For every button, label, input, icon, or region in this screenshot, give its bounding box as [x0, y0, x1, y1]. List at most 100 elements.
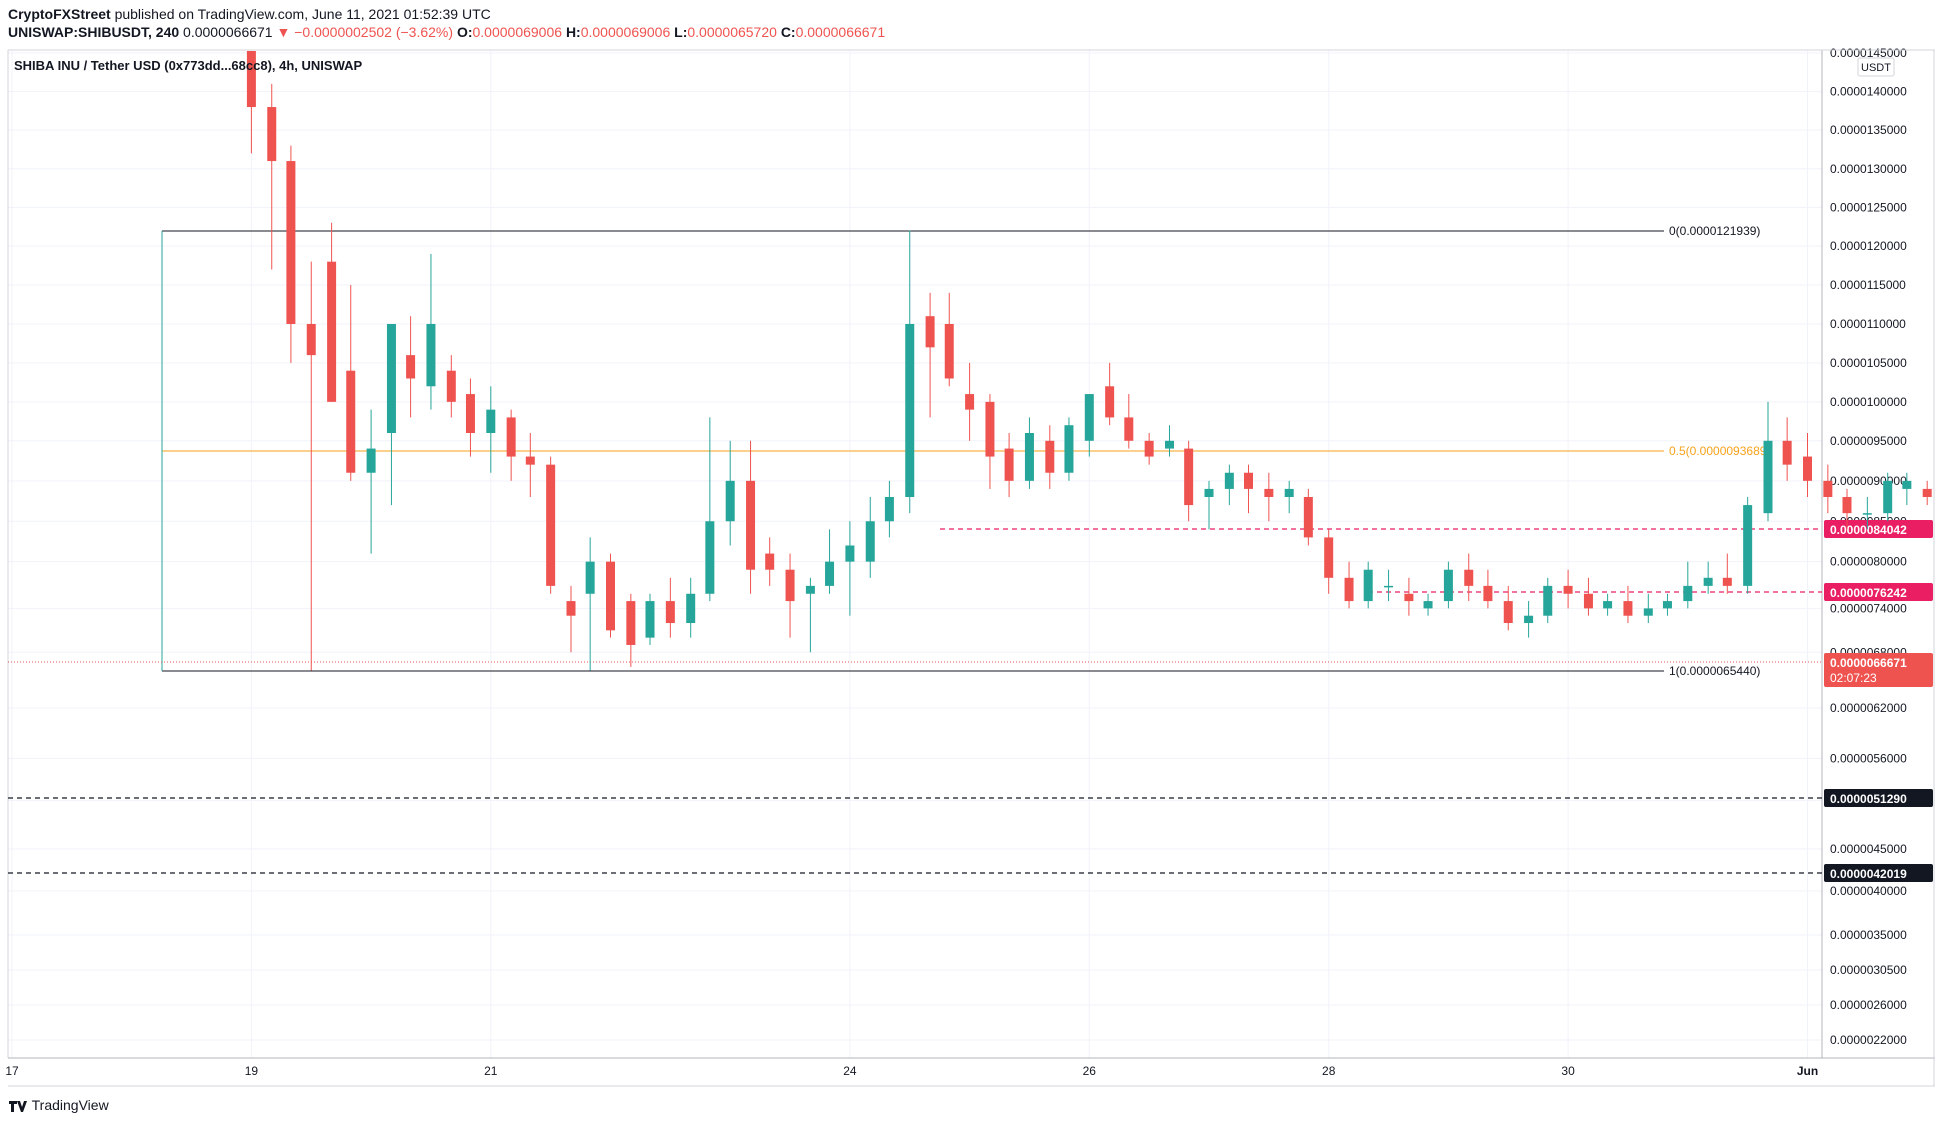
- y-tick-label: 0.0000135000: [1830, 123, 1907, 137]
- candle-body: [1803, 456, 1812, 481]
- tradingview-footer[interactable]: TradingView: [8, 1097, 109, 1114]
- candle-body: [1643, 608, 1653, 616]
- fib-level-label: 0(0.0000121939): [1669, 224, 1760, 238]
- candle-body: [1024, 433, 1034, 481]
- y-tick-label: 0.0000120000: [1830, 239, 1907, 253]
- candle-body: [865, 521, 875, 562]
- candle-body: [1324, 537, 1334, 578]
- y-tick-label: 0.0000105000: [1830, 356, 1907, 370]
- currency-label: USDT: [1861, 62, 1891, 74]
- last-price-label: 0.0000066671: [1830, 656, 1907, 670]
- publish-line: CryptoFXStreet published on TradingView.…: [8, 6, 491, 22]
- candle-body: [246, 51, 256, 108]
- price-change: −0.0000002502 (−3.62%): [294, 24, 454, 40]
- candle-body: [1722, 577, 1732, 586]
- candle-body: [1543, 585, 1553, 616]
- candle-body: [1404, 593, 1414, 602]
- candle-body: [1483, 585, 1493, 602]
- candle-body: [446, 370, 456, 402]
- y-tick-label: 0.0000022000: [1830, 1033, 1907, 1047]
- candle-body: [1503, 601, 1513, 624]
- candle-body: [925, 316, 935, 348]
- candle-body: [346, 370, 356, 473]
- candle-body: [1423, 601, 1433, 609]
- y-tick-label: 0.0000030500: [1830, 963, 1907, 977]
- countdown-label: 02:07:23: [1830, 671, 1877, 685]
- low-label: L:: [674, 24, 688, 40]
- candle-body: [1045, 440, 1055, 473]
- y-tick-label: 0.0000115000: [1830, 278, 1906, 292]
- footer-brand: TradingView: [31, 1097, 109, 1113]
- candle-body: [1763, 440, 1773, 514]
- candle-body: [1144, 440, 1154, 457]
- candle-body: [825, 561, 835, 586]
- y-tick-label: 0.0000026000: [1830, 998, 1907, 1012]
- y-tick-label: 0.0000062000: [1830, 701, 1907, 715]
- candle-body: [465, 394, 475, 434]
- price-axis-bg: [1822, 50, 1935, 1058]
- publisher-name[interactable]: CryptoFXStreet: [8, 6, 111, 22]
- close-value: 0.0000066671: [795, 24, 886, 40]
- candle-body: [905, 323, 915, 497]
- candle-body: [765, 553, 775, 570]
- candle-body: [884, 496, 894, 522]
- tradingview-logo-icon: [9, 1101, 27, 1113]
- candle-body: [525, 456, 535, 465]
- x-tick-label: 30: [1561, 1064, 1575, 1078]
- candle-body: [1303, 496, 1313, 538]
- level-price-label: 0.0000076242: [1830, 586, 1907, 600]
- level-price-label: 0.0000084042: [1830, 523, 1907, 537]
- candle-body: [1105, 386, 1115, 418]
- candle-body: [1064, 425, 1074, 473]
- candle-body: [725, 480, 735, 522]
- candle-body: [1563, 585, 1573, 594]
- candle-body: [366, 448, 376, 473]
- open-label: O:: [456, 24, 473, 40]
- candle-body: [626, 601, 636, 645]
- fib-level-label: 0.5(0.0000093689): [1669, 444, 1770, 458]
- candle-body: [965, 394, 975, 410]
- candle-body: [506, 417, 516, 457]
- level-price-tag: [1824, 583, 1933, 601]
- y-tick-label: 0.0000100000: [1830, 395, 1907, 409]
- candle-body: [1922, 488, 1932, 497]
- y-tick-label: 0.0000125000: [1830, 200, 1907, 214]
- candle-body: [705, 521, 715, 594]
- candle-body: [1862, 513, 1872, 515]
- candle-body: [845, 545, 855, 562]
- level-price-tag: [1824, 520, 1933, 538]
- y-tick-label: 0.0000140000: [1830, 85, 1907, 99]
- candle-body: [1004, 448, 1014, 481]
- symbol-label[interactable]: UNISWAP:SHIBUSDT, 240: [8, 24, 180, 40]
- candle-body: [1244, 472, 1254, 489]
- candle-body: [1623, 601, 1633, 616]
- candle-body: [686, 593, 696, 624]
- y-tick-label: 0.0000056000: [1830, 751, 1907, 765]
- published-text: published on TradingView.com, June 11, 2…: [114, 6, 491, 22]
- last-price: 0.0000066671: [183, 24, 273, 40]
- y-tick-label: 0.0000110000: [1830, 317, 1906, 331]
- last-price-tag: [1824, 652, 1933, 687]
- candle-body: [1204, 488, 1214, 497]
- candle-body: [1842, 496, 1852, 514]
- candle-body: [267, 107, 277, 162]
- candle-body: [1363, 569, 1373, 602]
- candle-body: [665, 601, 675, 624]
- currency-box: [1857, 57, 1895, 77]
- candle-body: [286, 161, 296, 324]
- close-label: C:: [780, 24, 796, 40]
- y-tick-label: 0.0000040000: [1830, 884, 1907, 898]
- candle-body: [426, 323, 436, 387]
- y-tick-label: 0.0000080000: [1830, 555, 1907, 569]
- candle-body: [1384, 585, 1394, 588]
- level-price-label: 0.0000042019: [1830, 867, 1907, 881]
- candle-body: [1224, 472, 1234, 489]
- candle-body: [386, 323, 396, 434]
- symbol-ohlc-line: UNISWAP:SHIBUSDT, 240 0.0000066671 ▼ −0.…: [8, 24, 885, 40]
- candle-body: [1583, 593, 1593, 609]
- candle-body: [1524, 615, 1534, 624]
- candle-body: [1743, 505, 1753, 586]
- candle-body: [1124, 417, 1134, 441]
- candle-body: [1883, 480, 1893, 514]
